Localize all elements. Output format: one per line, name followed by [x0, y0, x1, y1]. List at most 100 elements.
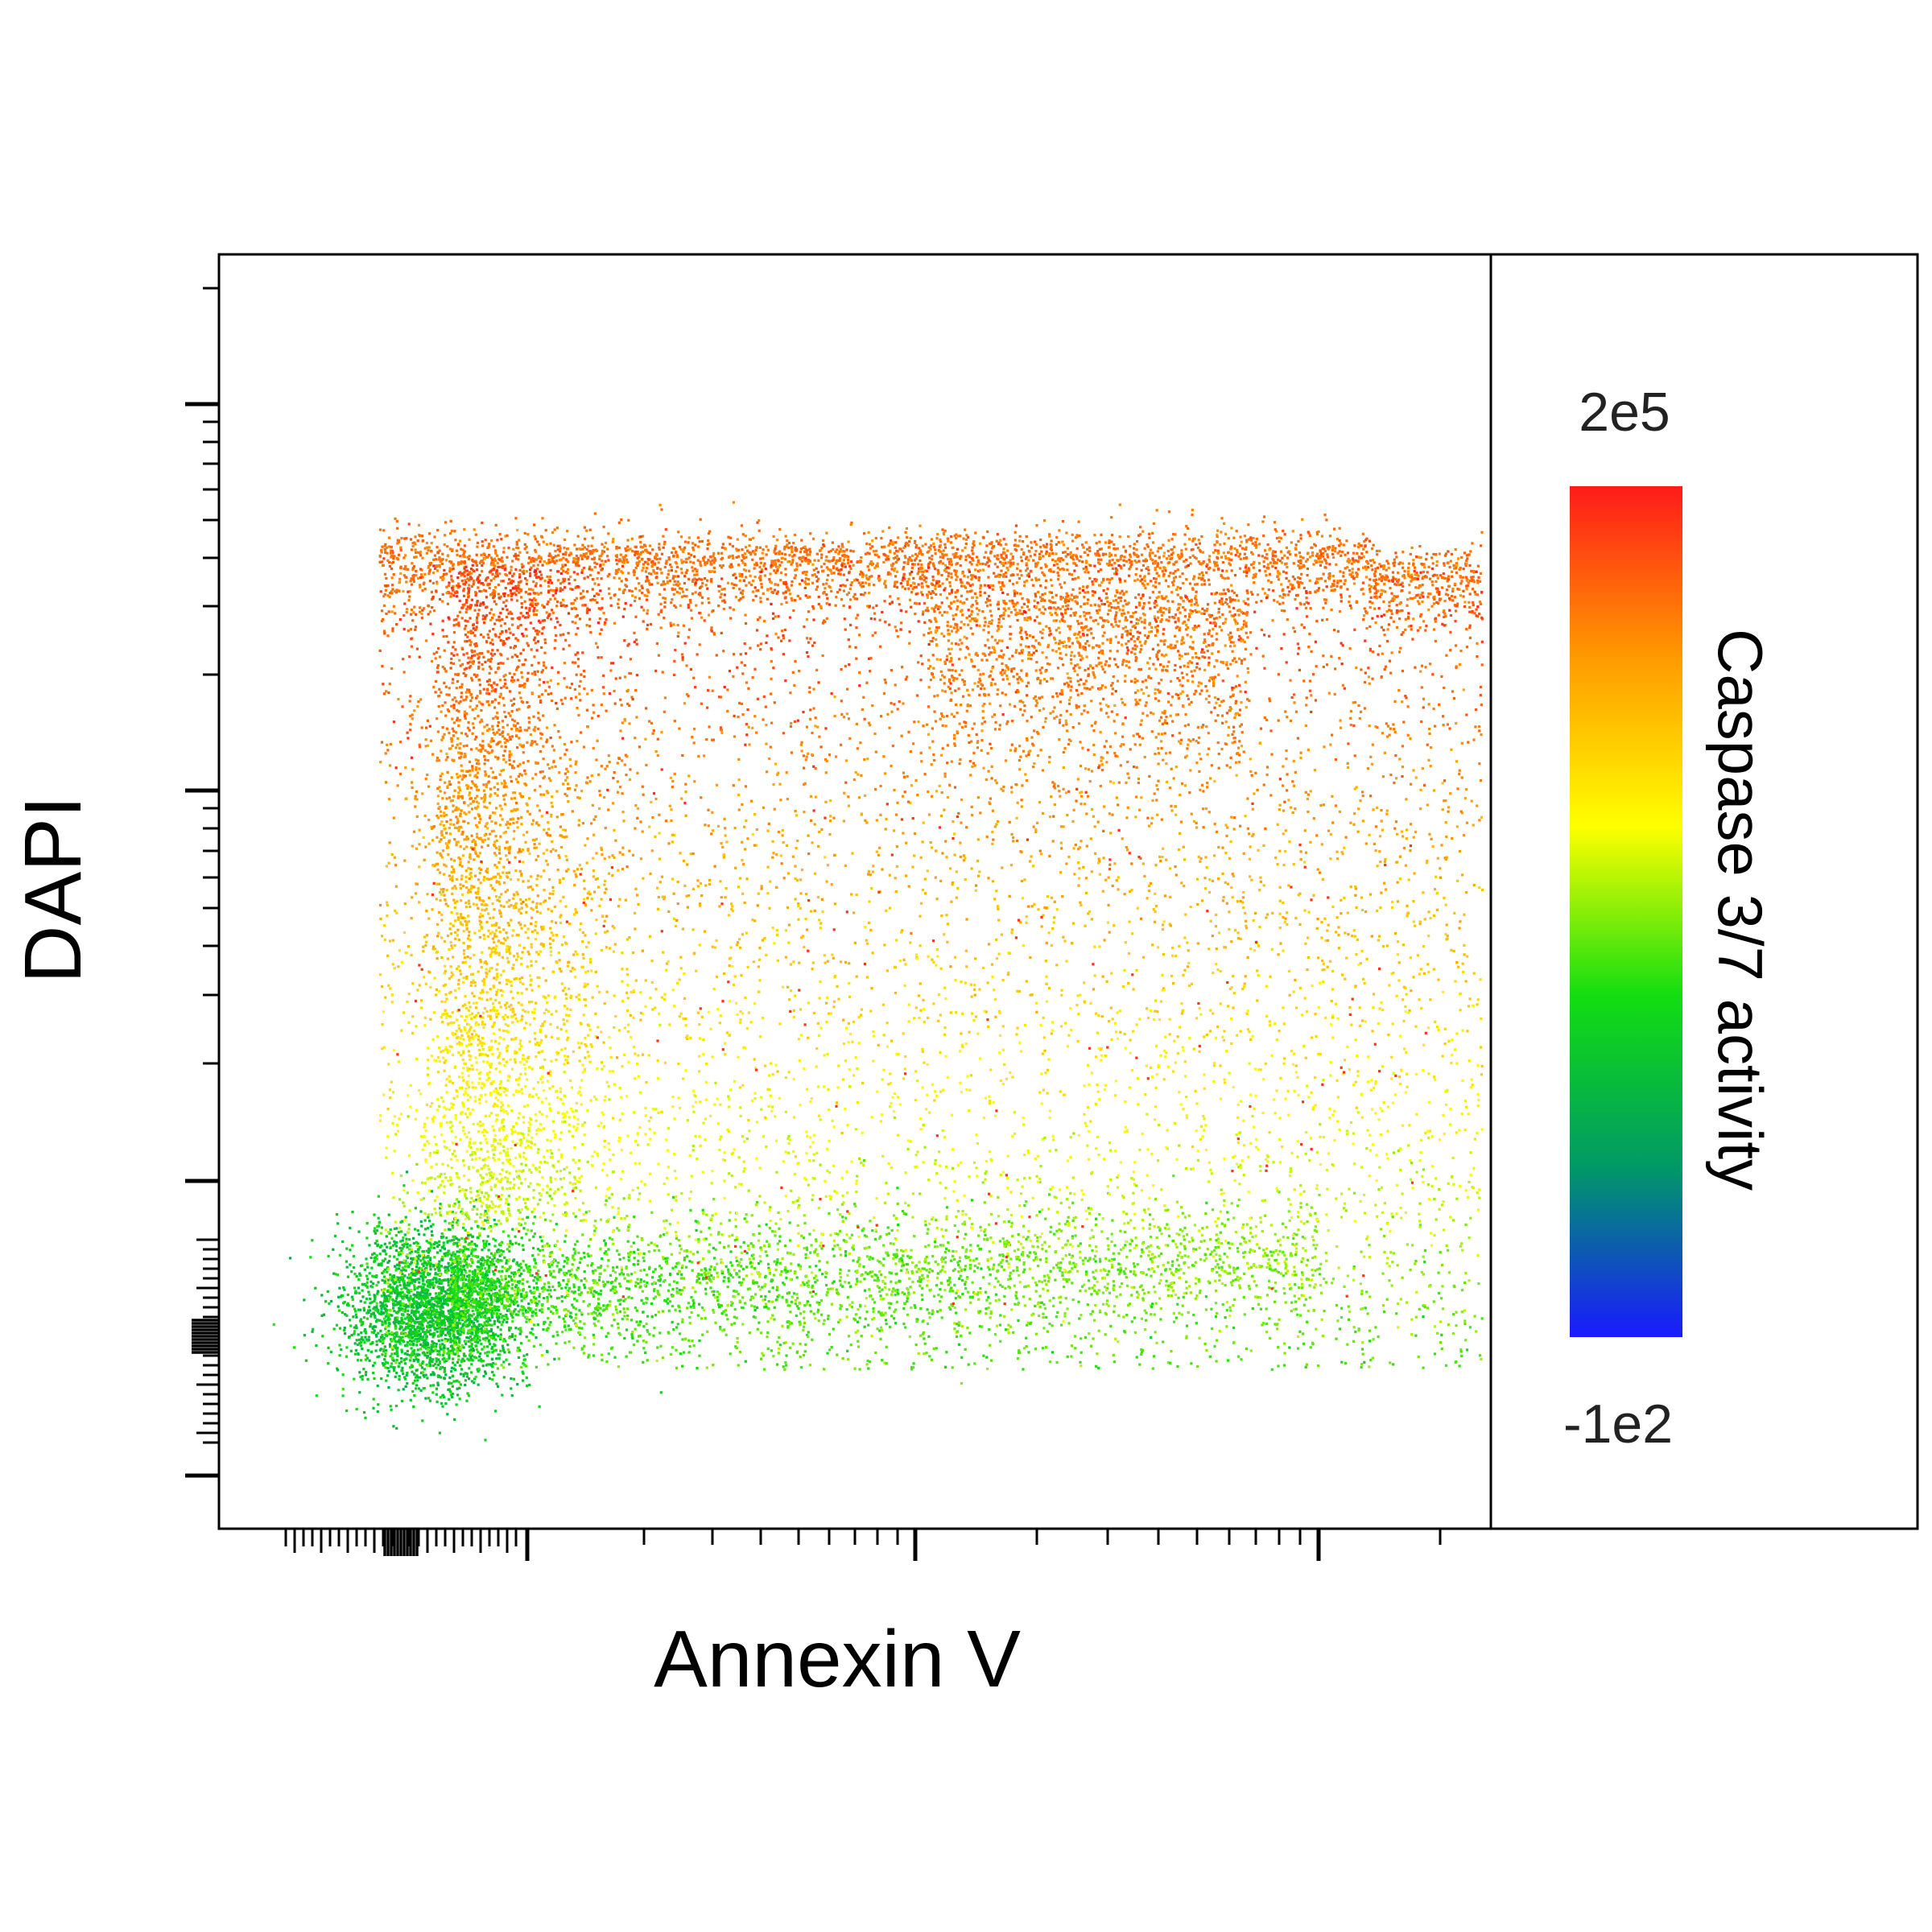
- data-point: [373, 1294, 376, 1297]
- data-point: [455, 1341, 458, 1344]
- data-point: [471, 1301, 474, 1304]
- data-point: [1284, 1301, 1287, 1304]
- data-point: [727, 1268, 730, 1271]
- data-point: [524, 1309, 527, 1312]
- data-point: [535, 1302, 539, 1306]
- data-point: [372, 1397, 375, 1401]
- data-point: [421, 1302, 424, 1305]
- data-point: [404, 1306, 407, 1309]
- data-point: [498, 1353, 502, 1356]
- data-point: [838, 1229, 842, 1232]
- data-point: [1011, 1234, 1014, 1237]
- data-point: [1071, 1219, 1075, 1223]
- data-point: [569, 1311, 572, 1315]
- data-point: [1311, 1278, 1314, 1282]
- data-point: [696, 1367, 699, 1370]
- data-point: [449, 1308, 452, 1311]
- data-point: [1212, 1268, 1215, 1271]
- data-point: [906, 1268, 909, 1271]
- data-point: [887, 1232, 890, 1235]
- data-point: [640, 1298, 643, 1302]
- data-point: [842, 1239, 845, 1242]
- data-point: [485, 1293, 489, 1296]
- data-point: [401, 1369, 404, 1373]
- data-point: [345, 1409, 349, 1413]
- data-point: [432, 1326, 436, 1329]
- data-point: [352, 1255, 355, 1258]
- data-point: [403, 1242, 407, 1245]
- data-point: [377, 1331, 380, 1335]
- data-point: [427, 1346, 431, 1349]
- data-point: [433, 1313, 436, 1316]
- data-point: [378, 1253, 382, 1256]
- data-point: [903, 1302, 906, 1306]
- data-point: [552, 1269, 555, 1273]
- data-point: [398, 1294, 402, 1297]
- data-point: [366, 1339, 369, 1342]
- data-point: [679, 1293, 683, 1296]
- data-point: [1013, 1302, 1017, 1306]
- data-point: [804, 1256, 807, 1260]
- data-point: [696, 1281, 699, 1284]
- data-point: [428, 1273, 431, 1276]
- data-point: [734, 1290, 737, 1293]
- data-point: [1203, 1259, 1206, 1262]
- data-point: [1282, 1236, 1285, 1239]
- data-point: [1199, 1240, 1203, 1243]
- data-point: [451, 1297, 454, 1300]
- data-point: [519, 1262, 522, 1265]
- data-point: [919, 1280, 922, 1283]
- data-point: [1154, 580, 1158, 584]
- data-point: [388, 1255, 391, 1258]
- data-point: [494, 1333, 497, 1336]
- data-point: [484, 1317, 487, 1320]
- data-point: [517, 1327, 521, 1331]
- data-point: [799, 1343, 802, 1346]
- data-point: [522, 1260, 525, 1263]
- data-point: [413, 1295, 416, 1298]
- data-point: [1079, 1289, 1082, 1293]
- data-point: [914, 1306, 917, 1310]
- data-point: [520, 1305, 523, 1308]
- data-point: [452, 1220, 455, 1224]
- data-point: [481, 1331, 484, 1335]
- data-point: [459, 1310, 463, 1313]
- data-point: [939, 1300, 942, 1303]
- data-point: [464, 1298, 468, 1302]
- data-point: [514, 1301, 517, 1304]
- data-point: [383, 1281, 386, 1284]
- data-point: [1049, 1225, 1053, 1228]
- data-point: [601, 1280, 605, 1283]
- data-point: [998, 1323, 1001, 1327]
- data-point: [396, 1352, 399, 1356]
- data-point: [377, 1216, 380, 1220]
- data-point: [590, 1286, 593, 1290]
- data-point: [963, 1223, 966, 1226]
- data-point: [517, 1304, 520, 1307]
- data-point: [868, 1272, 871, 1275]
- data-point: [455, 1303, 458, 1307]
- data-point: [482, 1242, 486, 1245]
- data-point: [1056, 1311, 1059, 1314]
- data-point: [389, 1338, 393, 1341]
- data-point: [464, 1320, 467, 1323]
- data-point: [399, 1360, 403, 1364]
- data-point: [474, 1330, 477, 1333]
- data-point: [906, 1300, 909, 1303]
- data-point: [473, 1243, 477, 1246]
- data-point: [1034, 1290, 1038, 1293]
- data-point: [1043, 1279, 1046, 1282]
- data-point: [1171, 1289, 1174, 1292]
- data-point: [884, 1311, 887, 1315]
- data-point: [548, 1195, 551, 1198]
- data-point: [476, 1331, 479, 1334]
- data-point: [480, 1323, 483, 1327]
- data-point: [363, 1282, 366, 1286]
- data-point: [456, 1305, 460, 1308]
- data-point: [456, 1330, 459, 1333]
- data-point: [601, 1257, 604, 1261]
- data-point: [370, 1350, 374, 1353]
- data-point: [374, 1309, 378, 1312]
- data-point: [763, 1298, 766, 1301]
- data-point: [977, 1310, 980, 1313]
